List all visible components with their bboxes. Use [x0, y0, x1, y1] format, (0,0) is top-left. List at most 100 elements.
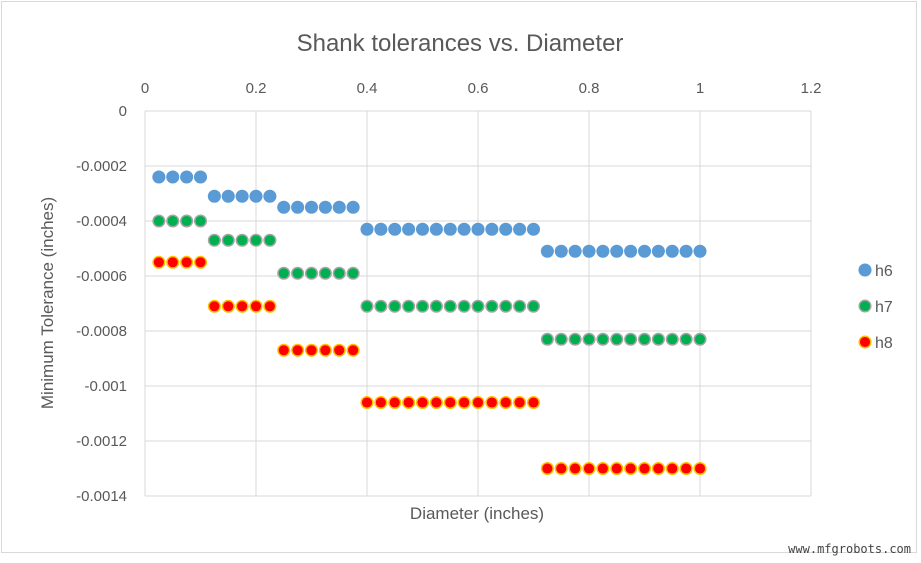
- point-h7: [457, 299, 471, 313]
- point-h7: [582, 332, 596, 346]
- point-h8: [513, 395, 527, 410]
- point-h6: [679, 244, 693, 258]
- point-h7: [637, 332, 652, 346]
- point-h7: [624, 332, 638, 346]
- point-h7: [263, 233, 277, 247]
- point-h6: [374, 222, 388, 236]
- point-h6: [513, 222, 527, 236]
- point-h6: [346, 200, 360, 214]
- point-h8: [180, 255, 194, 269]
- point-h6: [526, 222, 541, 236]
- point-h8: [582, 461, 596, 476]
- x-tick-label: 1: [696, 80, 704, 97]
- point-h8: [637, 461, 652, 476]
- point-h8: [485, 395, 499, 410]
- point-h8: [526, 395, 541, 410]
- y-tick-label: -0.0006: [76, 268, 127, 285]
- point-h6: [429, 222, 443, 236]
- point-h6: [665, 244, 679, 258]
- point-h7: [443, 299, 457, 313]
- legend-label-h8: h8: [875, 335, 893, 352]
- point-h8: [318, 343, 332, 357]
- point-h6: [291, 200, 305, 214]
- point-h6: [318, 200, 332, 214]
- point-h6: [471, 222, 485, 236]
- point-h7: [235, 233, 249, 247]
- point-h7: [152, 214, 166, 228]
- point-h6: [180, 170, 194, 184]
- point-h7: [693, 332, 707, 346]
- point-h7: [429, 299, 443, 313]
- point-h6: [193, 170, 208, 184]
- point-h8: [651, 461, 665, 476]
- point-h6: [263, 189, 277, 203]
- point-h8: [374, 395, 388, 410]
- legend-marker-h8: [858, 335, 872, 349]
- x-axis-label: Diameter (inches): [410, 504, 544, 523]
- point-h8: [471, 395, 485, 410]
- chart-title: Shank tolerances vs. Diameter: [297, 30, 624, 57]
- point-h8: [360, 395, 374, 410]
- point-h8: [166, 255, 180, 269]
- y-tick-label: -0.0002: [76, 158, 127, 175]
- point-h8: [263, 299, 277, 313]
- point-h6: [221, 189, 235, 203]
- x-tick-label: 0.8: [579, 80, 600, 97]
- x-tick-label: 0.4: [357, 80, 378, 97]
- point-h7: [207, 233, 221, 247]
- gridlines: [144, 110, 812, 497]
- point-h6: [624, 244, 638, 258]
- x-tick-label: 0.6: [468, 80, 489, 97]
- point-h6: [582, 244, 596, 258]
- point-h8: [693, 461, 707, 476]
- y-tick-label: -0.001: [84, 378, 127, 395]
- point-h7: [540, 332, 554, 346]
- point-h7: [318, 266, 332, 280]
- point-h6: [485, 222, 499, 236]
- point-h7: [610, 332, 624, 346]
- point-h7: [665, 332, 679, 346]
- point-h6: [610, 244, 624, 258]
- legend: h6 h7 h8: [858, 263, 893, 352]
- data-points: [152, 170, 707, 476]
- y-tick-label: -0.0004: [76, 213, 127, 230]
- legend-marker-h7: [858, 299, 872, 313]
- point-h6: [554, 244, 568, 258]
- point-h7: [415, 299, 430, 313]
- point-h7: [568, 332, 582, 346]
- point-h7: [166, 214, 180, 228]
- point-h8: [388, 395, 402, 410]
- point-h6: [249, 189, 263, 203]
- point-h8: [402, 395, 416, 410]
- y-tick-label: -0.0008: [76, 323, 127, 340]
- point-h7: [291, 266, 305, 280]
- point-h6: [651, 244, 665, 258]
- point-h7: [485, 299, 499, 313]
- legend-marker-h6: [858, 263, 872, 277]
- y-tick-label: -0.0012: [76, 433, 127, 450]
- point-h8: [249, 299, 263, 313]
- y-axis-label: Minimum Tolerance (inches): [38, 197, 57, 409]
- point-h6: [388, 222, 402, 236]
- point-h8: [193, 255, 208, 269]
- point-h8: [443, 395, 457, 410]
- point-h8: [679, 461, 693, 476]
- point-h6: [443, 222, 457, 236]
- legend-label-h6: h6: [875, 263, 893, 280]
- point-h6: [152, 170, 166, 184]
- point-h6: [304, 200, 319, 214]
- point-h7: [526, 299, 541, 313]
- point-h7: [304, 266, 319, 280]
- point-h7: [180, 214, 194, 228]
- point-h8: [665, 461, 679, 476]
- y-tick-labels: 0 -0.0002 -0.0004 -0.0006 -0.0008 -0.001 -0.00…: [76, 103, 127, 505]
- point-h6: [402, 222, 416, 236]
- point-h7: [402, 299, 416, 313]
- point-h8: [499, 395, 513, 410]
- point-h8: [540, 461, 554, 476]
- point-h8: [291, 343, 305, 357]
- point-h7: [221, 233, 235, 247]
- y-tick-label: 0: [119, 103, 127, 120]
- x-tick-labels: 0 0.2 0.4 0.6 0.8 1 1.2: [141, 80, 822, 97]
